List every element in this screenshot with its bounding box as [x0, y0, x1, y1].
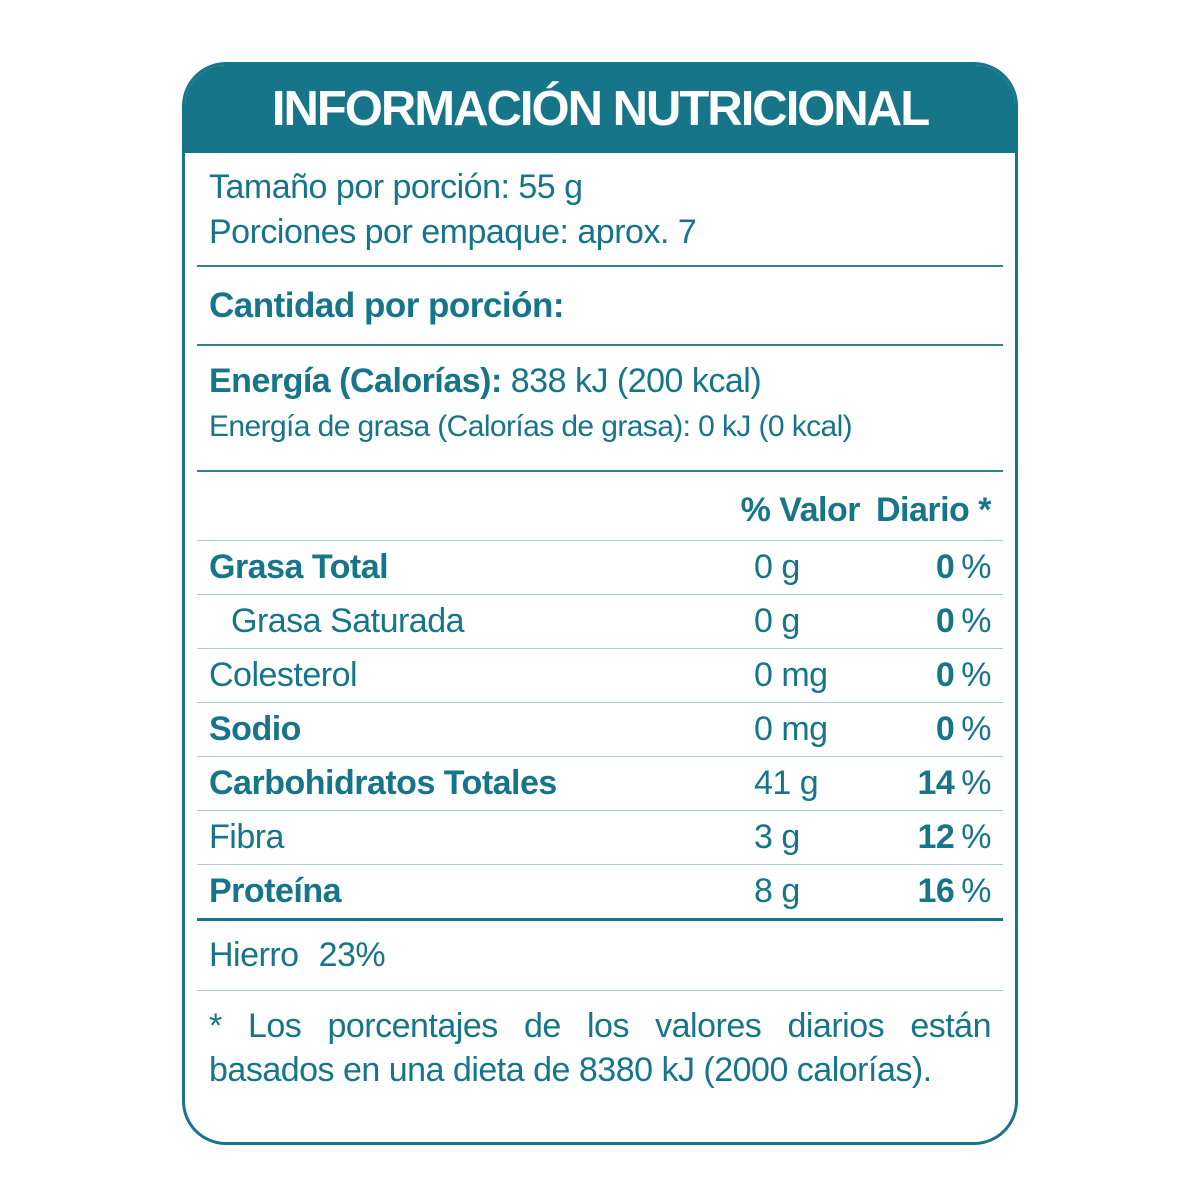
dv-number: 0: [935, 548, 955, 586]
energy-from-fat-line: Energía de grasa (Calorías de grasa): 0 …: [209, 410, 853, 443]
servings-per-pack-line: Porciones por empaque: aprox. 7: [209, 213, 697, 251]
row-divider: [197, 864, 1003, 865]
dv-number: 16: [917, 872, 955, 910]
row-divider: [197, 990, 1003, 991]
nutrient-row-proteina: Proteína 8 g 16%: [185, 865, 1015, 918]
mineral-label: Hierro: [209, 936, 299, 974]
nutrient-daily-value: 14%: [871, 764, 991, 803]
energy-label: Energía (Calorías):: [209, 362, 502, 400]
dv-number: 0: [935, 656, 955, 694]
row-divider: [197, 648, 1003, 649]
percent-sign: %: [961, 602, 991, 640]
nutrient-amount: 3 g: [754, 818, 800, 856]
dv-number: 0: [935, 602, 955, 640]
section-divider: [197, 344, 1003, 346]
thick-divider: [197, 918, 1003, 921]
amount-per-serving-label: Cantidad por porción:: [209, 285, 565, 325]
nutrient-daily-value: 0%: [871, 710, 992, 749]
nutrient-amount: 0 mg: [754, 656, 828, 694]
percent-sign: %: [961, 548, 991, 586]
daily-value-header-left: % Valor: [740, 491, 861, 529]
nutrient-row-sodio: Sodio 0 mg 0%: [185, 703, 1015, 756]
daily-value-footnote: * Los porcentajes de los valores diarios…: [209, 1007, 992, 1089]
row-divider: [197, 702, 1003, 703]
daily-value-header-right: Diario *: [875, 491, 992, 529]
nutrient-amount: 0 mg: [754, 710, 828, 748]
nutrient-label: Grasa Total: [209, 548, 389, 586]
nutrient-label: Sodio: [209, 710, 301, 748]
daily-value-header: % Valor Diario *: [185, 472, 1015, 540]
dv-number: 14: [917, 764, 955, 802]
section-divider: [197, 265, 1003, 267]
nutrient-daily-value: 16%: [871, 872, 991, 911]
nutrients-table: Grasa Total 0 g 0% Grasa Saturada 0 g 0%…: [185, 541, 1015, 918]
nutrition-label: INFORMACIÓN NUTRICIONAL Tamaño por porci…: [182, 62, 1018, 1145]
percent-sign: %: [961, 872, 991, 910]
nutrient-amount: 0 g: [754, 602, 800, 640]
nutrient-amount: 0 g: [754, 548, 800, 586]
row-divider: [197, 594, 1003, 595]
percent-sign: %: [961, 818, 991, 856]
nutrient-daily-value: 0%: [871, 656, 992, 695]
serving-size-line: Tamaño por porción: 55 g: [209, 168, 583, 206]
nutrient-daily-value: 0%: [871, 602, 992, 641]
label-header: INFORMACIÓN NUTRICIONAL: [185, 65, 1015, 153]
energy-value: 838 kJ (200 kcal): [510, 362, 762, 400]
nutrient-amount: 41 g: [754, 764, 819, 802]
amount-per-serving-heading: Cantidad por porción:: [185, 267, 1015, 344]
serving-info: Tamaño por porción: 55 g Porciones por e…: [185, 153, 1015, 265]
label-title: INFORMACIÓN NUTRICIONAL: [271, 82, 930, 136]
nutrient-daily-value: 0%: [871, 548, 992, 587]
row-divider: [197, 756, 1003, 757]
minerals-row: Hierro 23%: [185, 921, 1015, 990]
percent-sign: %: [961, 710, 991, 748]
nutrient-row-carbohidratos: Carbohidratos Totales 41 g 14%: [185, 757, 1015, 810]
dv-number: 0: [935, 710, 955, 748]
nutrient-row-colesterol: Colesterol 0 mg 0%: [185, 649, 1015, 702]
nutrient-row-grasa-saturada: Grasa Saturada 0 g 0%: [185, 595, 1015, 648]
section-divider: [197, 470, 1003, 472]
nutrient-row-grasa-total: Grasa Total 0 g 0%: [185, 541, 1015, 594]
energy-section: Energía (Calorías): 838 kJ (200 kcal) En…: [185, 346, 1015, 470]
nutrient-amount: 8 g: [754, 872, 800, 910]
nutrient-daily-value: 12%: [871, 818, 991, 857]
nutrient-label: Fibra: [209, 818, 284, 856]
percent-sign: %: [961, 764, 991, 802]
nutrient-label: Colesterol: [209, 656, 358, 694]
row-divider: [197, 540, 1003, 541]
energy-line: Energía (Calorías): 838 kJ (200 kcal): [209, 357, 991, 405]
mineral-value: 23%: [318, 936, 386, 974]
nutrient-label: Proteína: [209, 872, 342, 910]
nutrient-row-fibra: Fibra 3 g 12%: [185, 811, 1015, 864]
nutrient-label: Grasa Saturada: [231, 602, 465, 640]
dv-number: 12: [917, 818, 955, 856]
row-divider: [197, 810, 1003, 811]
nutrient-label: Carbohidratos Totales: [209, 764, 557, 802]
percent-sign: %: [961, 656, 991, 694]
